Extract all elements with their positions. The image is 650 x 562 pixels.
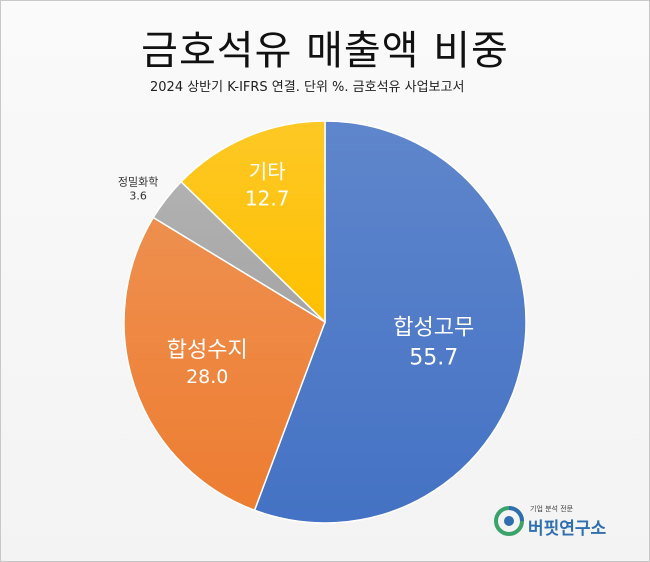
slice-value-4: 12.7 [245, 186, 290, 210]
logo-icon [494, 506, 524, 536]
pie-slices [123, 120, 527, 524]
slice-label-3: 정밀화학 [118, 176, 158, 189]
slice-label-1: 합성고무 [393, 315, 474, 340]
chart-subtitle: 2024 상반기 K-IFRS 연결. 단위 %. 금호석유 사업보고서 [150, 80, 465, 95]
chart-title: 금호석유 매출액 비중 [141, 28, 509, 74]
pie-slice-2 [123, 216, 326, 512]
pie-slice-4 [180, 120, 326, 324]
slice-value-1: 55.7 [409, 345, 458, 370]
slice-label-4: 기타 [249, 159, 286, 183]
slice-value-2: 28.0 [186, 366, 228, 388]
pie-slice-1 [253, 120, 527, 524]
logo-tagline: 기업 분석 전문 [530, 505, 574, 513]
company-logo: 기업 분석 전문 버핏연구소 [494, 504, 634, 544]
slice-label-2: 합성수지 [167, 338, 248, 363]
logo-name: 버핏연구소 [528, 519, 607, 539]
slice-value-3: 3.6 [129, 190, 147, 203]
